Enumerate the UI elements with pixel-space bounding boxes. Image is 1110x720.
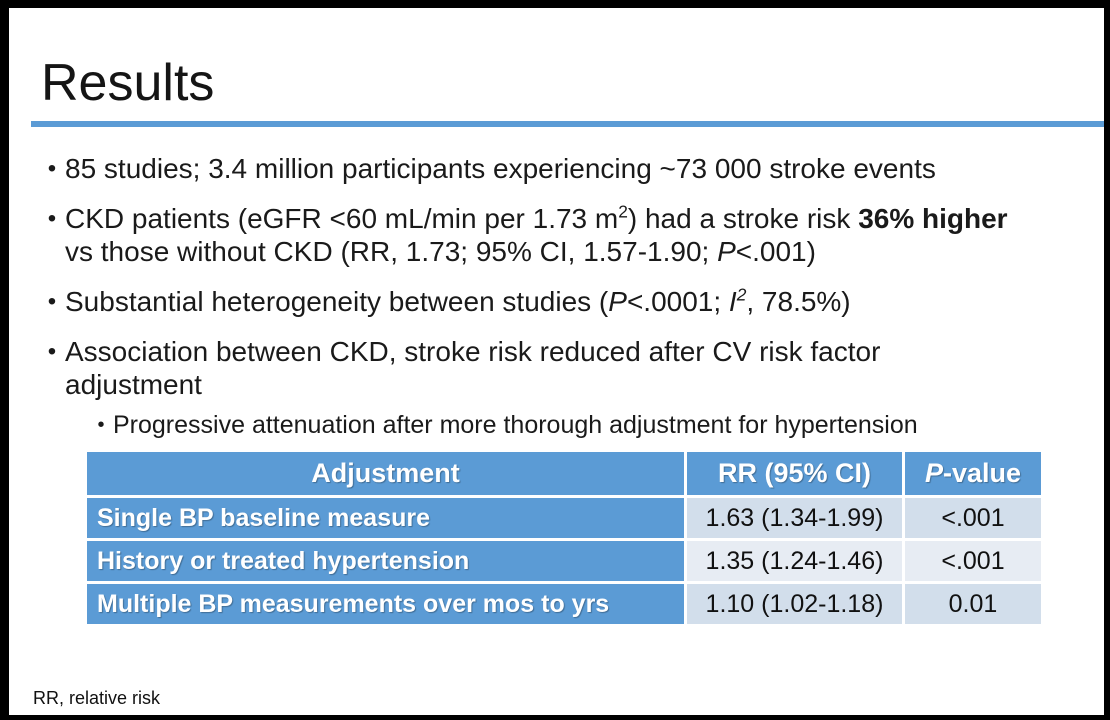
bullet-text: Association between CKD, stroke risk red… (65, 336, 1015, 401)
header-p-rest: -value (942, 458, 1022, 489)
bullet-text-segment: 85 studies; 3.4 million participants exp… (65, 152, 936, 184)
rr-value: 1.63 (1.34-1.99) (687, 498, 905, 542)
footnote: RR, relative risk (33, 688, 161, 708)
bullet-item-studies: • 85 studies; 3.4 million participants e… (39, 153, 1104, 185)
page-title: Results (41, 54, 215, 112)
bullet-marker: • (47, 154, 57, 182)
table-row: Multiple BP measurements over mos to yrs… (87, 584, 1044, 628)
p-value: <.001 (905, 498, 1044, 542)
bullet-text-segment: Association between CKD, stroke risk red… (65, 336, 881, 400)
bullet-list: • 85 studies; 3.4 million participants e… (39, 153, 1104, 628)
bullet-text: CKD patients (eGFR <60 mL/min per 1.73 m… (65, 203, 1015, 268)
results-table: Adjustment RR (95% CI) P-value Single BP… (87, 452, 1044, 628)
bullet-text: 85 studies; 3.4 million participants exp… (65, 153, 936, 185)
bullet-text-segment: Progressive attenuation after more thoro… (113, 411, 918, 440)
table-row: Single BP baseline measure 1.63 (1.34-1.… (87, 498, 1044, 542)
header-p-value: P-value (905, 452, 1044, 499)
bullet-item-heterogeneity: • Substantial heterogeneity between stud… (39, 286, 1104, 318)
header-adjustment: Adjustment (87, 452, 687, 499)
bullet-text-segment: , 78.5%) (746, 286, 851, 317)
bullet-item-ckd-risk: • CKD patients (eGFR <60 mL/min per 1.73… (39, 203, 1104, 268)
superscript: 2 (618, 201, 628, 222)
bold-text: 36% higher (858, 203, 1008, 235)
bullet-text-segment: Substantial heterogeneity between studie… (65, 286, 609, 317)
bullet-text-segment: ) had a stroke risk (627, 203, 859, 235)
italic-p: P (608, 286, 627, 317)
italic-i: I (728, 286, 737, 317)
bullet-text-segment: <.0001; (626, 286, 729, 317)
p-value: 0.01 (905, 584, 1044, 628)
bullet-marker: • (47, 338, 57, 366)
bullet-text: Progressive attenuation after more thoro… (113, 411, 918, 440)
bullet-text-segment: <.001) (735, 235, 816, 267)
bullet-marker: • (97, 414, 105, 437)
rr-value: 1.10 (1.02-1.18) (687, 584, 905, 628)
row-label: History or treated hypertension (87, 541, 687, 585)
bullet-item-association: • Association between CKD, stroke risk r… (39, 336, 1104, 401)
rr-value: 1.35 (1.24-1.46) (687, 541, 905, 585)
bullet-text: Substantial heterogeneity between studie… (65, 286, 851, 318)
italic-p: P (924, 458, 943, 489)
bullet-text-segment: CKD patients (eGFR <60 mL/min per 1.73 m (65, 203, 619, 235)
row-label: Single BP baseline measure (87, 498, 687, 542)
row-label: Multiple BP measurements over mos to yrs (87, 584, 687, 628)
italic-p: P (717, 235, 736, 267)
sub-bullet-item-attenuation: • Progressive attenuation after more tho… (89, 411, 1104, 440)
superscript: 2 (736, 284, 747, 305)
bullet-text-segment: vs those without CKD (RR, 1.73; 95% CI, … (65, 235, 718, 267)
table-row: History or treated hypertension 1.35 (1.… (87, 541, 1044, 585)
title-underline (31, 120, 1104, 127)
bullet-marker: • (47, 205, 57, 233)
table-header-row: Adjustment RR (95% CI) P-value (87, 452, 1044, 499)
p-value: <.001 (905, 541, 1044, 585)
bullet-marker: • (47, 288, 57, 315)
header-rr: RR (95% CI) (687, 452, 905, 499)
